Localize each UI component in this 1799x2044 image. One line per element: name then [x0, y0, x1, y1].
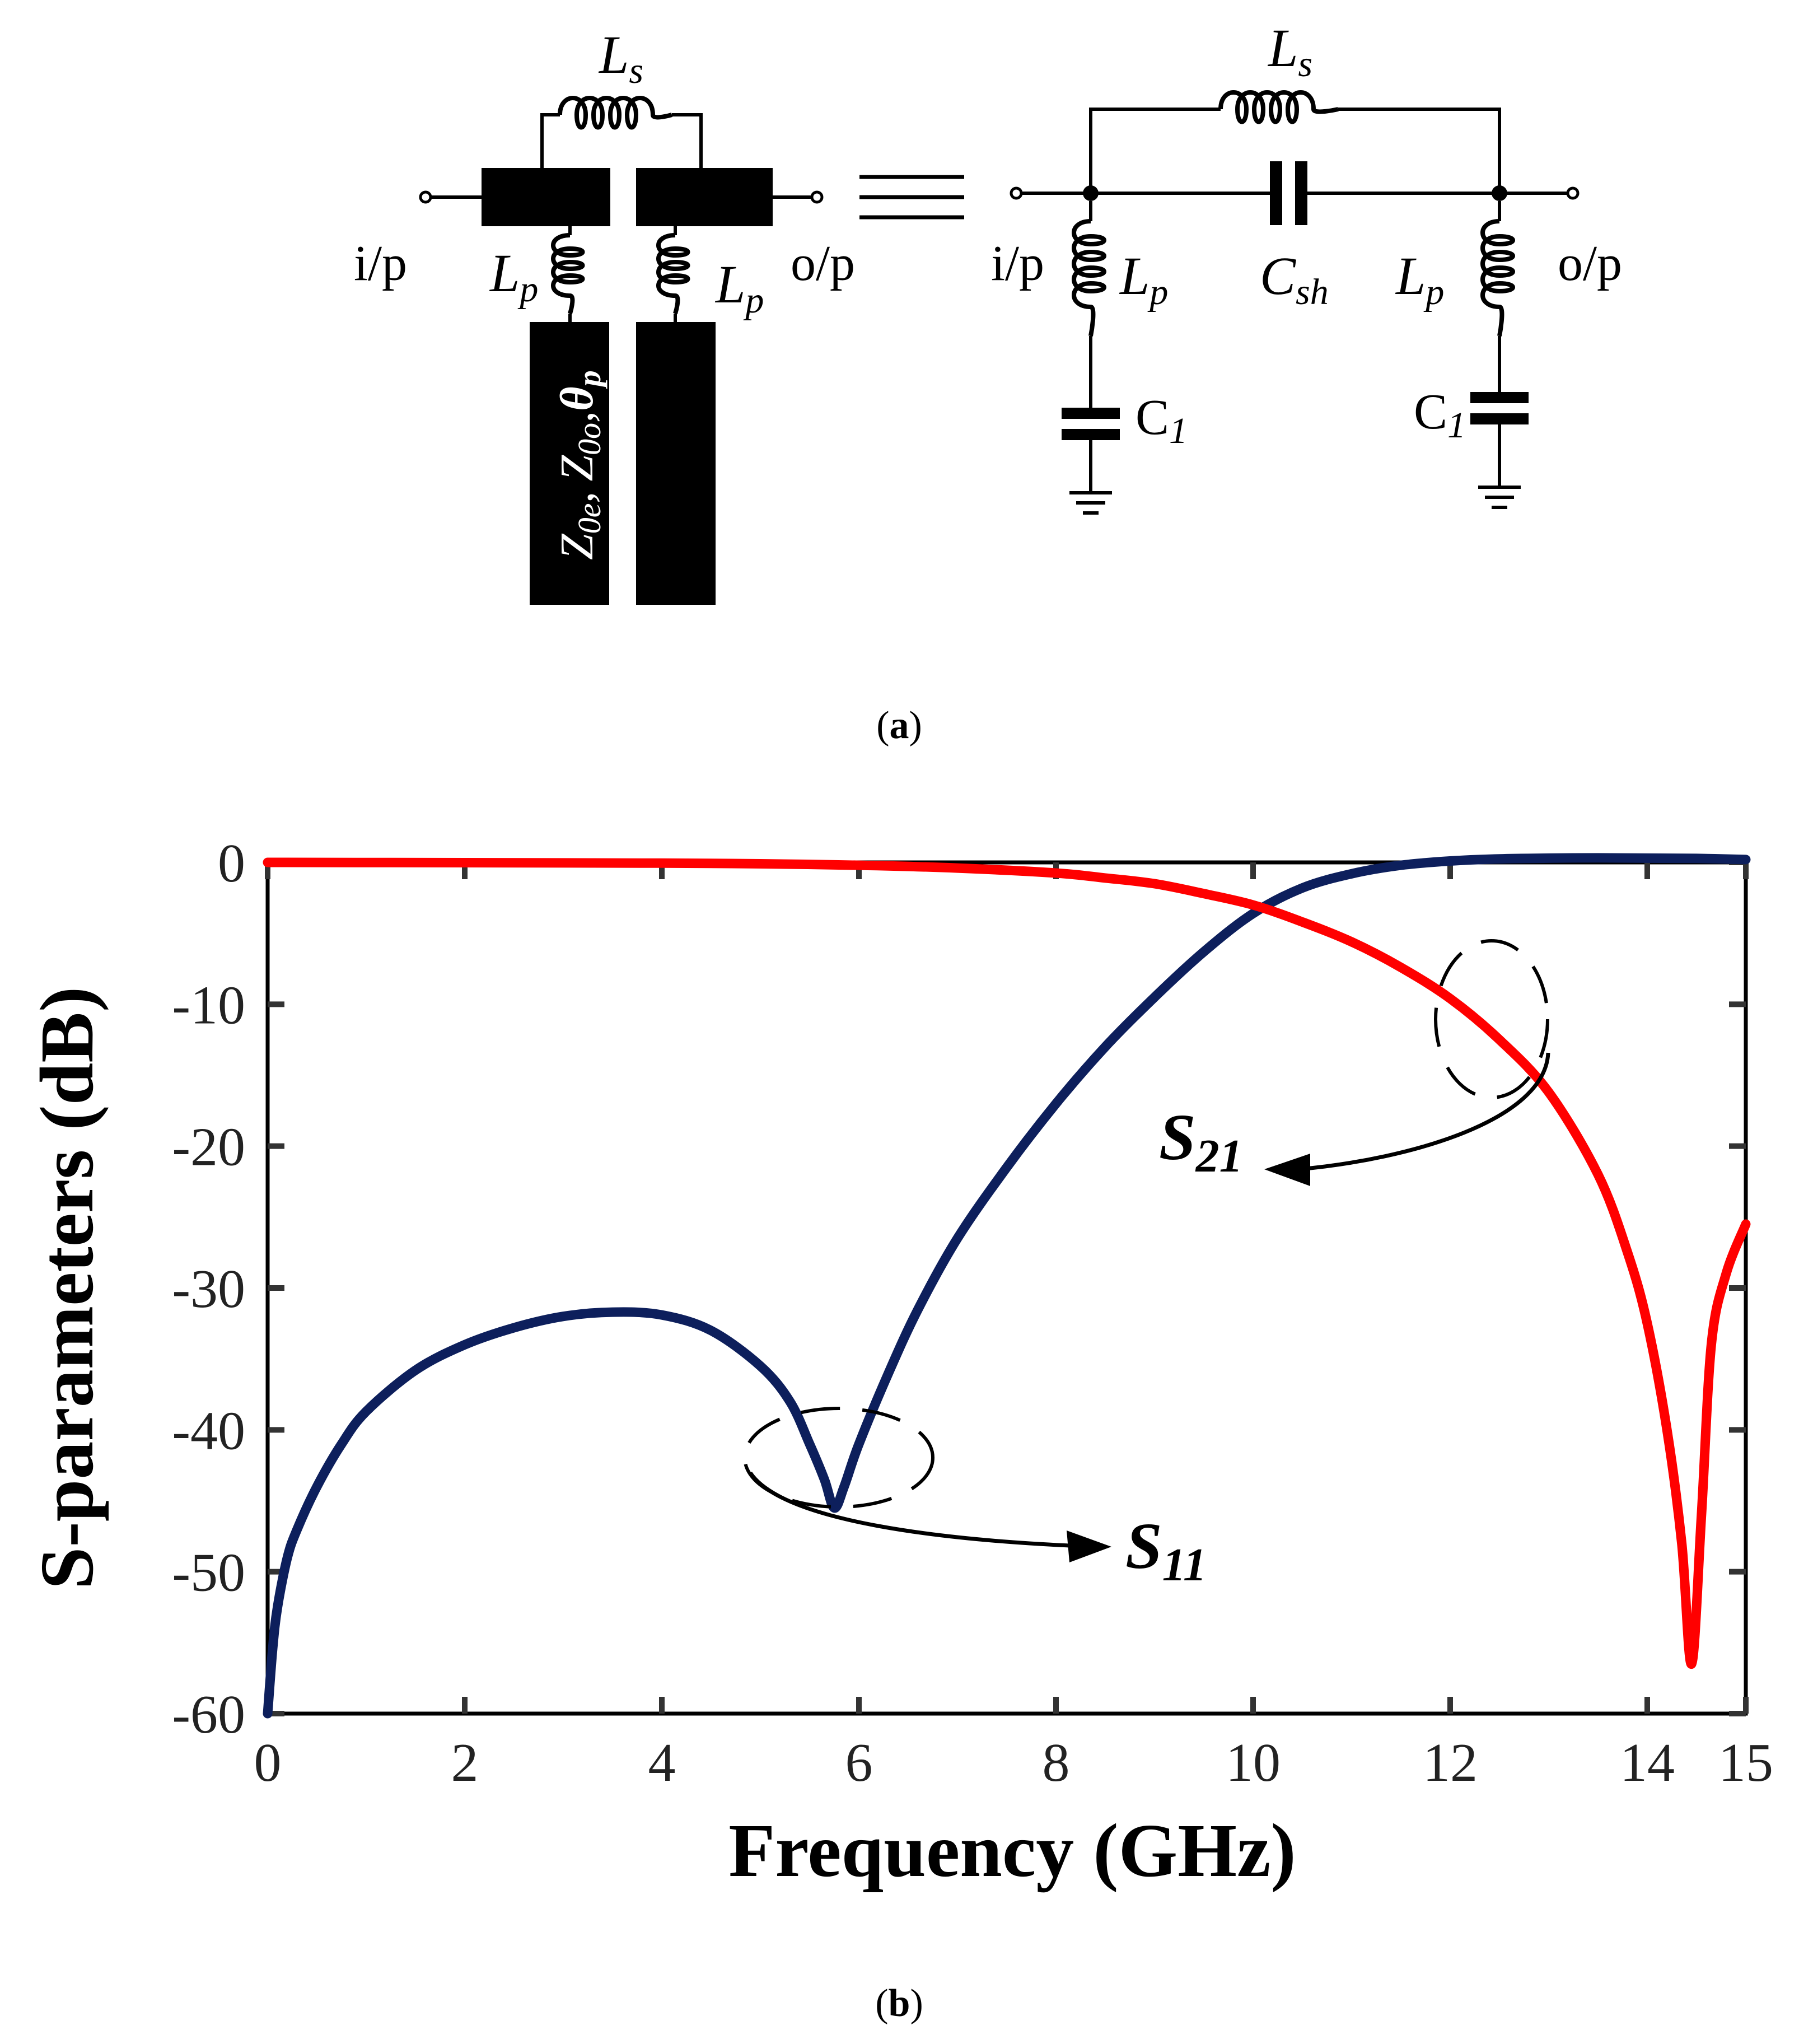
right-ls-label: Ls	[1267, 18, 1312, 85]
lp-inductor-right	[656, 233, 690, 315]
left-input-label: i/p	[354, 236, 407, 291]
csh-label: Csh	[1260, 246, 1329, 312]
right-circuit: Csh Ls Lp C1 i/p	[991, 18, 1622, 515]
plot-area-border	[265, 860, 1748, 1716]
x-tick-label: 8	[1043, 1733, 1070, 1793]
s21-annotation-arrow-line	[1298, 1052, 1550, 1172]
c1-right-label: C1	[1414, 384, 1466, 446]
left-line-block	[482, 168, 610, 226]
s-parameter-chart: 0 2 4 6 8 10 12 14 15 0 -10 -20 -30 -40 -50 -60 S11 S21…	[25, 833, 1773, 2025]
c1-right-plate-1	[1470, 392, 1529, 403]
s21-label: S21	[1159, 1100, 1243, 1182]
csh-capacitor-plate-1	[1270, 161, 1282, 225]
y-tick-label: 0	[218, 833, 245, 894]
circuit-diagram: Ls Lp Lp Z0e,Z0o,θp i/p o/p	[354, 18, 1622, 747]
ls-inductor-right	[1218, 90, 1339, 124]
right-input-label: i/p	[991, 236, 1044, 291]
lp-inductor-left	[551, 233, 585, 315]
right-lp-label-2: Lp	[1395, 246, 1444, 312]
y-tick-label: -30	[172, 1259, 245, 1319]
s11-annotation-arrow-line	[749, 1472, 1070, 1548]
eq-input-terminal	[1010, 186, 1023, 200]
x-tick-label: 6	[845, 1733, 873, 1793]
right-line-block	[636, 168, 773, 226]
c1-left-label: C1	[1136, 390, 1188, 451]
x-axis-title: Frequency (GHz)	[728, 1809, 1296, 1893]
s21-annotation-ellipse	[1434, 939, 1549, 1099]
c1-left-plate-2	[1062, 429, 1120, 440]
left-circuit: Ls Lp Lp Z0e,Z0o,θp i/p o/p	[354, 25, 855, 605]
c1-right-plate-2	[1470, 413, 1529, 424]
c1-left-plate-1	[1062, 408, 1120, 419]
left-ls-label: Ls	[598, 25, 643, 91]
equivalence-symbol	[859, 175, 964, 220]
ls-inductor-left	[558, 96, 673, 130]
plot-frame	[265, 860, 1748, 1716]
y-tick-label: -40	[172, 1401, 245, 1461]
s11-arrowhead	[1067, 1530, 1111, 1562]
x-tick-label: 2	[451, 1733, 479, 1793]
x-tick-label: 0	[254, 1733, 282, 1793]
x-tick-label: 10	[1226, 1733, 1281, 1793]
left-output-label: o/p	[791, 236, 855, 291]
y-tick-label: -50	[172, 1543, 245, 1603]
csh-capacitor-plate-2	[1295, 161, 1307, 225]
s11-label: S11	[1125, 1509, 1207, 1591]
output-terminal	[810, 190, 824, 204]
y-tick-label: -20	[172, 1117, 245, 1178]
y-tick-label: -60	[172, 1684, 245, 1745]
lp-shunt-inductor-left	[1072, 219, 1106, 337]
right-lp-label-1: Lp	[1119, 246, 1168, 312]
axis-tick-labels: 0 2 4 6 8 10 12 14 15 0 -10 -20 -30 -40 -50 -60	[172, 833, 1773, 1793]
caption-b: (b)	[875, 1982, 923, 2025]
coupled-line-left	[530, 322, 609, 605]
input-terminal	[419, 190, 432, 204]
left-lp-label-1: Lp	[489, 243, 538, 310]
s11-annotation-ellipse	[743, 1407, 934, 1509]
right-output-label: o/p	[1558, 236, 1622, 291]
eq-output-terminal	[1566, 186, 1580, 200]
lp-shunt-inductor-right	[1480, 219, 1515, 337]
s21-arrowhead	[1264, 1154, 1310, 1186]
coupled-line-params: Z0e,Z0o,θp	[551, 370, 608, 560]
coupled-line-right	[636, 322, 716, 605]
left-lp-label-2: Lp	[714, 254, 764, 321]
axis-ticks	[265, 860, 1749, 1716]
series-layer	[263, 853, 1751, 1719]
x-tick-label: 15	[1718, 1733, 1773, 1793]
x-tick-label: 4	[648, 1733, 676, 1793]
series-line-s21	[263, 857, 1751, 1669]
y-axis-title: S-parameters (dB)	[25, 987, 109, 1589]
x-tick-label: 12	[1423, 1733, 1478, 1793]
y-tick-label: -10	[172, 975, 245, 1035]
x-tick-label: 14	[1620, 1733, 1675, 1793]
series-line-s11	[263, 853, 1751, 1719]
caption-a: (a)	[876, 704, 922, 747]
